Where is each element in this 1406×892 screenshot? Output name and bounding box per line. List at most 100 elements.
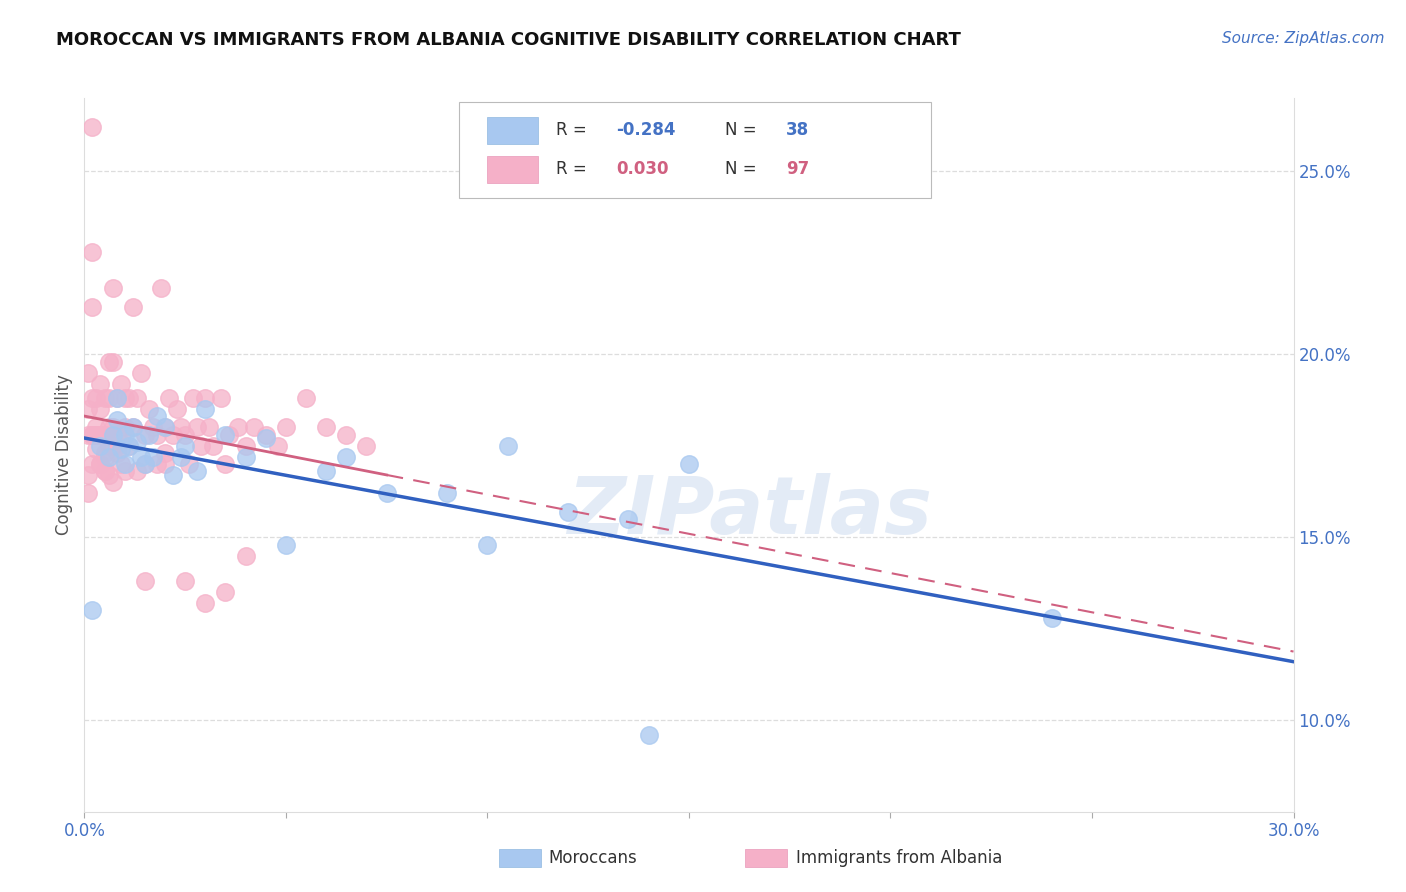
Text: 38: 38 (786, 121, 808, 139)
Point (101, 354, 124, 368)
Point (129, 450, 152, 464)
Point (89, 457, 111, 471)
Point (315, 420, 337, 434)
Point (335, 450, 357, 464)
Point (174, 439, 197, 453)
Point (93, 391, 115, 405)
Point (190, 439, 212, 453)
Point (162, 427, 184, 442)
Point (82, 120, 104, 135)
Point (375, 486, 398, 500)
Point (89, 376, 111, 391)
Point (153, 420, 176, 434)
Point (315, 464, 337, 478)
Point (101, 475, 124, 490)
Point (86, 427, 108, 442)
Point (86, 391, 108, 405)
Point (174, 574, 197, 589)
Point (86, 442, 108, 457)
Point (146, 427, 169, 442)
Point (214, 427, 236, 442)
Point (174, 427, 197, 442)
Point (93, 427, 115, 442)
Point (226, 420, 249, 434)
Point (202, 439, 225, 453)
Point (101, 439, 124, 453)
Point (97, 450, 120, 464)
Point (77, 427, 100, 442)
Point (153, 446, 176, 460)
Point (101, 427, 124, 442)
Point (82, 427, 104, 442)
Point (101, 281, 124, 295)
Point (254, 427, 277, 442)
Point (118, 439, 141, 453)
Point (97, 468, 120, 483)
Point (105, 391, 128, 405)
Point (146, 409, 169, 424)
Point (194, 596, 217, 610)
Point (121, 420, 143, 434)
Point (77, 486, 100, 500)
Point (101, 420, 124, 434)
Point (129, 366, 152, 380)
Point (105, 413, 128, 427)
Point (166, 402, 188, 417)
Text: Moroccans: Moroccans (548, 849, 637, 867)
Point (186, 464, 208, 478)
Point (557, 505, 579, 519)
Point (157, 391, 180, 405)
Point (242, 420, 264, 434)
Point (105, 427, 128, 442)
Point (138, 427, 160, 442)
Text: 0.030: 0.030 (616, 161, 669, 178)
Point (125, 435, 148, 450)
Point (89, 427, 111, 442)
Point (134, 457, 156, 471)
Point (274, 538, 297, 552)
Point (138, 402, 160, 417)
Point (267, 439, 290, 453)
Point (97, 354, 120, 368)
Point (1040, 611, 1063, 625)
Point (149, 281, 172, 295)
Point (134, 574, 156, 589)
Point (89, 457, 111, 471)
Point (97, 420, 120, 434)
FancyBboxPatch shape (460, 102, 931, 198)
Point (218, 427, 240, 442)
Point (121, 420, 143, 434)
Point (82, 244, 104, 259)
Text: R =: R = (555, 121, 586, 139)
Point (86, 427, 108, 442)
Point (214, 457, 236, 471)
Y-axis label: Cognitive Disability: Cognitive Disability (55, 375, 73, 535)
Point (114, 391, 136, 405)
Point (477, 538, 499, 552)
Point (93, 427, 115, 442)
Point (146, 457, 169, 471)
Point (82, 300, 104, 314)
Point (89, 439, 111, 453)
Point (82, 457, 104, 471)
Point (114, 457, 136, 471)
Point (105, 439, 128, 453)
Point (77, 366, 100, 380)
Point (274, 420, 297, 434)
Point (125, 391, 148, 405)
Point (114, 427, 136, 442)
Point (97, 391, 120, 405)
Point (77, 402, 100, 417)
Point (295, 391, 318, 405)
Point (254, 432, 277, 446)
Point (436, 486, 458, 500)
Text: N =: N = (725, 161, 756, 178)
Text: Source: ZipAtlas.com: Source: ZipAtlas.com (1222, 31, 1385, 46)
Point (105, 446, 128, 460)
Point (134, 457, 156, 471)
Point (170, 420, 193, 434)
Point (179, 457, 201, 471)
Text: 97: 97 (786, 161, 808, 178)
Text: MOROCCAN VS IMMIGRANTS FROM ALBANIA COGNITIVE DISABILITY CORRELATION CHART: MOROCCAN VS IMMIGRANTS FROM ALBANIA COGN… (56, 31, 962, 49)
Point (110, 376, 132, 391)
